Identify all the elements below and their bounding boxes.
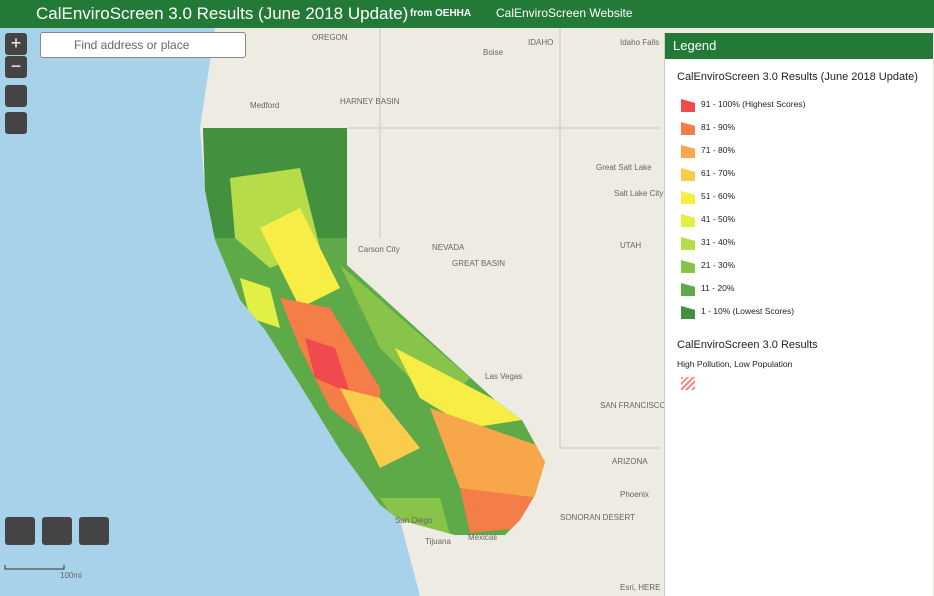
legend-swatch <box>681 99 695 112</box>
legend-item-label: High Pollution, Low Population <box>677 359 793 369</box>
scale-label: 100mi <box>60 571 82 580</box>
map-label: Tijuana <box>425 537 451 546</box>
legend-swatch <box>681 283 695 296</box>
map-label: IDAHO <box>528 38 553 47</box>
share-button[interactable] <box>79 517 109 545</box>
legend-item-label: 41 - 50% <box>701 214 736 224</box>
legend-layer-title: CalEnviroScreen 3.0 Results <box>677 339 818 351</box>
map-label: Boise <box>483 48 504 57</box>
app-title: CalEnviroScreen 3.0 Results (June 2018 U… <box>36 4 409 23</box>
legend-item-label: 71 - 80% <box>701 145 736 155</box>
legend-swatch <box>681 145 695 158</box>
print-button[interactable] <box>42 517 72 545</box>
map-label: Mexicali <box>468 533 497 542</box>
search-box[interactable]: Find address or place <box>40 32 246 58</box>
link[interactable]: CalEnviroScreen Website <box>496 6 633 20</box>
zoom-in[interactable]: + <box>5 33 27 55</box>
map-label: Great Salt Lake <box>596 163 652 172</box>
map-label: GREAT BASIN <box>452 259 505 268</box>
map-label: Carson City <box>358 245 400 254</box>
map-label: Salt Lake City <box>614 189 663 198</box>
info-button[interactable] <box>5 517 35 545</box>
legend-swatch <box>681 260 695 273</box>
locate-button[interactable] <box>5 112 27 134</box>
legend-item-label: 81 - 90% <box>701 122 736 132</box>
legend-swatch <box>681 377 695 390</box>
map-label: Idaho Falls <box>620 38 659 47</box>
ocean <box>0 28 420 596</box>
scale-bar <box>4 565 65 570</box>
map-label: Las Vegas <box>485 372 522 381</box>
map-label: San Diego <box>395 516 433 525</box>
legend-header: Legend <box>665 33 933 59</box>
map-label: SAN FRANCISCO <box>600 401 666 410</box>
legend-item-label: 31 - 40% <box>701 237 736 247</box>
legend-title: Legend <box>673 38 717 53</box>
legend-item-label: 91 - 100% (Highest Scores) <box>701 99 806 109</box>
legend-item-label: 61 - 70% <box>701 168 736 178</box>
zoom-out[interactable]: − <box>5 56 27 78</box>
home-button[interactable] <box>5 85 27 107</box>
map-label: Medford <box>250 101 279 110</box>
map-label: UTAH <box>620 241 641 250</box>
legend-item-label: 21 - 30% <box>701 260 736 270</box>
legend-item-label: 51 - 60% <box>701 191 736 201</box>
map-label: HARNEY BASIN <box>340 97 400 106</box>
map-labels: OREGON IDAHO Boise Idaho Falls Medford H… <box>60 33 666 592</box>
search-placeholder: Find address or place <box>74 38 190 52</box>
legend-swatch <box>681 168 695 181</box>
legend-item-label: 1 - 10% (Lowest Scores) <box>701 306 795 316</box>
legend-panel: Legend CalEnviroScreen 3.0 Results (June… <box>664 33 933 596</box>
attribution: Esri, HERE <box>620 583 660 592</box>
map-label: SONORAN DESERT <box>560 513 635 522</box>
map-label: OREGON <box>312 33 348 42</box>
legend-swatch <box>681 306 695 319</box>
map-label: NEVADA <box>432 243 465 252</box>
legend-layer-title: CalEnviroScreen 3.0 Results (June 2018 U… <box>677 71 918 83</box>
legend-swatch <box>681 214 695 227</box>
map-label: Phoenix <box>620 490 649 499</box>
header: CalEnviroScreen 3.0 Results (June 2018 U… <box>0 0 934 28</box>
legend-swatch <box>681 191 695 204</box>
legend-swatch <box>681 122 695 135</box>
map-label: ARIZONA <box>612 457 648 466</box>
legend-item-label: 11 - 20% <box>701 283 735 293</box>
link[interactable]: from OEHHA <box>410 8 472 19</box>
borders <box>347 28 660 449</box>
legend-swatch <box>681 237 695 250</box>
